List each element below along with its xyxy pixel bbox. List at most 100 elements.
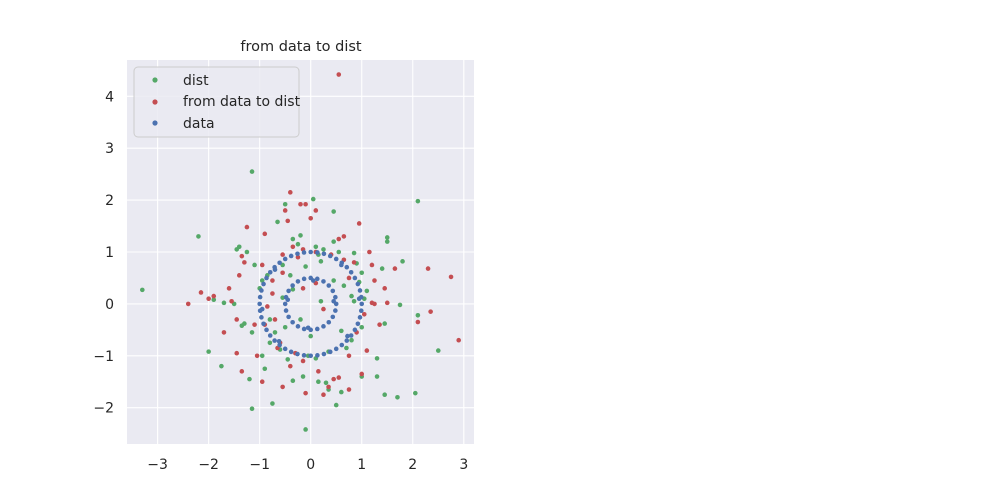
point-data [272, 338, 277, 343]
y-tick-label: 4 [105, 89, 114, 105]
legend-box [133, 66, 300, 138]
point-from-data-to-dist [239, 253, 245, 259]
point-dist [140, 287, 145, 293]
point-data [355, 281, 361, 287]
point-from-data-to-dist [282, 208, 288, 213]
point-from-data-to-dist [308, 215, 314, 221]
point-data [314, 276, 320, 282]
legend-label-dist: dist [183, 73, 209, 89]
point-dist [400, 259, 405, 264]
point-from-data-to-dist [280, 252, 285, 257]
point-dist [323, 380, 329, 386]
y-tick-label: 1 [105, 245, 114, 261]
point-data [358, 308, 364, 313]
point-data [356, 296, 362, 302]
point-dist [267, 340, 273, 346]
point-data [326, 319, 332, 325]
point-data [277, 260, 282, 266]
y-tick-label: 2 [105, 193, 114, 209]
y-tick-label: −2 [93, 401, 114, 417]
point-dist [349, 293, 354, 299]
point-from-data-to-dist [300, 286, 306, 291]
point-data [321, 351, 327, 357]
point-dist [267, 317, 273, 322]
point-dist [331, 278, 336, 283]
point-data [355, 321, 361, 327]
point-from-data-to-dist [198, 290, 204, 295]
point-data [267, 333, 273, 338]
point-dist [206, 349, 211, 354]
point-from-data-to-dist [229, 298, 234, 304]
point-dist [435, 348, 441, 353]
x-tick-label: 1 [357, 457, 366, 473]
point-data [264, 327, 269, 333]
point-dist [290, 236, 296, 242]
point-data [357, 315, 363, 320]
point-dist [331, 239, 336, 244]
point-data [315, 250, 320, 255]
point-data [290, 319, 295, 325]
point-from-data-to-dist [336, 72, 342, 77]
point-dist [415, 198, 421, 204]
point-from-data-to-dist [346, 275, 352, 281]
point-data [276, 338, 282, 344]
point-dist [336, 249, 342, 255]
x-tick-label: −1 [249, 457, 270, 473]
point-from-data-to-dist [265, 304, 270, 309]
point-dist [331, 209, 336, 214]
point-data [290, 283, 295, 288]
point-dist [316, 379, 321, 385]
point-data [259, 315, 264, 320]
point-dist [252, 262, 257, 268]
point-data [295, 324, 301, 329]
point-from-data-to-dist [303, 390, 308, 396]
point-from-data-to-dist [341, 234, 347, 239]
point-from-data-to-dist [425, 266, 431, 271]
point-dist [339, 328, 344, 334]
point-data [288, 349, 294, 355]
x-tick-label: 0 [306, 457, 315, 473]
point-dist [351, 250, 357, 256]
point-from-data-to-dist [287, 363, 293, 369]
point-data [339, 262, 344, 268]
point-from-data-to-dist [185, 301, 191, 307]
point-dist [282, 324, 288, 330]
point-from-data-to-dist [326, 384, 331, 390]
point-from-data-to-dist [356, 221, 362, 226]
point-data [286, 288, 291, 294]
point-dist [239, 323, 245, 328]
point-from-data-to-dist [226, 286, 232, 291]
point-data [314, 326, 320, 332]
point-data [261, 321, 266, 327]
point-data [348, 269, 354, 275]
point-from-data-to-dist [254, 353, 260, 359]
point-data [321, 251, 327, 257]
point-data [359, 301, 365, 307]
point-from-data-to-dist [234, 317, 240, 322]
point-from-data-to-dist [336, 375, 342, 380]
point-dist [249, 406, 255, 412]
legend: dist from data to dist data [133, 66, 301, 138]
point-dist [300, 374, 306, 379]
x-tick-label: 2 [408, 457, 417, 473]
point-dist [280, 295, 285, 300]
grid [127, 60, 474, 444]
point-data [327, 349, 333, 355]
point-dist [374, 356, 380, 361]
point-data [301, 353, 307, 358]
y-tick-label: 3 [105, 141, 114, 157]
point-from-data-to-dist [259, 379, 265, 385]
point-dist [374, 374, 380, 379]
point-data [285, 297, 291, 303]
point-from-data-to-dist [392, 266, 398, 271]
point-data [321, 279, 326, 284]
point-data [283, 308, 289, 313]
point-dist [310, 196, 316, 202]
point-dist [303, 427, 308, 432]
y-tick-label: −1 [93, 349, 114, 365]
point-dist [382, 392, 387, 398]
point-dist [321, 247, 326, 252]
point-from-data-to-dist [206, 296, 211, 302]
point-from-data-to-dist [361, 311, 367, 317]
